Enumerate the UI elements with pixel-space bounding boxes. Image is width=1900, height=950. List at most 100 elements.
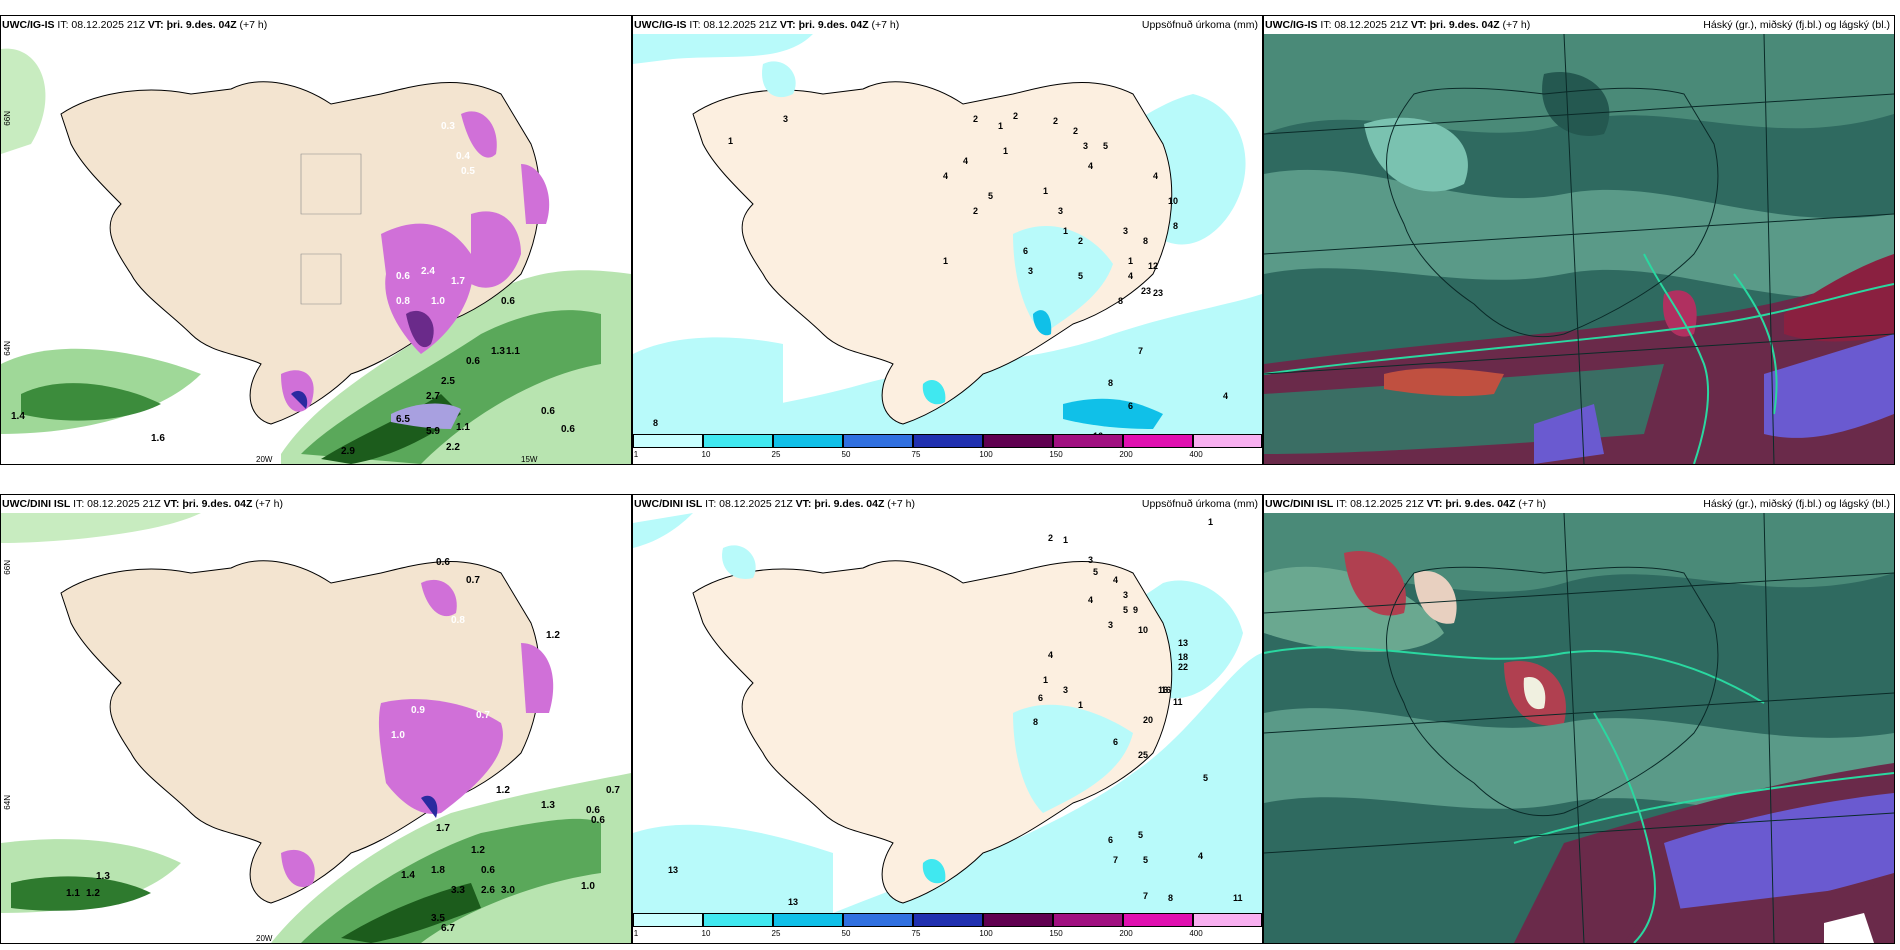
- colorbar-swatch: [773, 913, 843, 927]
- lat-label: 66N: [3, 560, 12, 575]
- precip-value: 5: [1093, 567, 1098, 577]
- lon-label: 15W: [521, 455, 538, 464]
- precip-value: 12: [1148, 261, 1158, 271]
- cloud-layers-map: [1264, 34, 1894, 464]
- precip-value: 8: [653, 418, 658, 428]
- precip-value: 3: [1063, 685, 1068, 695]
- precip-value: 4: [1128, 271, 1133, 281]
- precip-value: 3: [1058, 206, 1063, 216]
- precip-value: 8: [1118, 296, 1123, 306]
- precip-value: 8: [1033, 717, 1038, 727]
- precip-value: 2: [1078, 236, 1083, 246]
- precip-label: 1.3: [541, 800, 555, 811]
- precip-label: 1.2: [86, 888, 100, 899]
- precip-value: 3: [1123, 590, 1128, 600]
- precip-label: 0.7: [466, 575, 480, 586]
- precip-value: 5: [988, 191, 993, 201]
- colorbar-tick: 10: [701, 929, 711, 938]
- precip-value: 2: [1048, 533, 1053, 543]
- precip-label: 1.2: [546, 630, 560, 641]
- precip-wind-map: 0.6 0.7 0.8 1.2 0.9 0.7 1.0 1.2 1.3 0.6 …: [1, 513, 631, 943]
- model-name: UWC/IG-IS: [1265, 19, 1318, 31]
- panel-top-right: UWC/IG-IS IT: 08.12.2025 21Z VT: þri. 9.…: [1263, 15, 1895, 465]
- panel-header: UWC/DINI ISL IT: 08.12.2025 21Z VT: þri.…: [1264, 495, 1894, 513]
- colorbar: 1 10 25 50 75 100 150 200 400: [633, 913, 1262, 943]
- precip-value: 11: [1233, 893, 1243, 903]
- precip-value: 6: [1108, 835, 1113, 845]
- colorbar-tick: 100: [979, 929, 993, 938]
- valid-time: þri. 9.des. 04Z: [798, 19, 869, 31]
- precip-value: 1: [1043, 675, 1048, 685]
- accumulated-precip-map: 1 2 1 3 5 4 3 4 5 3 9 10 13 18 22 16 4 1…: [633, 513, 1262, 913]
- colorbar-tick: 200: [1119, 929, 1133, 938]
- precip-label: 0.6: [541, 406, 555, 417]
- panel-subtitle: Háský (gr.), miðský (fj.bl.) og lágský (…: [1703, 498, 1890, 510]
- precip-value: 25: [1138, 750, 1148, 760]
- colorbar-swatch: [633, 913, 703, 927]
- colorbar-swatch: [1193, 913, 1262, 927]
- lead-time: (+7 h): [887, 498, 916, 510]
- colorbar-swatch: [983, 434, 1053, 448]
- precip-label: 1.3: [96, 871, 110, 882]
- precip-value: 4: [943, 171, 948, 181]
- precip-label: 0.4: [456, 151, 470, 162]
- colorbar-tick: 400: [1189, 929, 1203, 938]
- colorbar-tick: 100: [979, 450, 993, 459]
- panel-subtitle: Háský (gr.), miðský (fj.bl.) og lágský (…: [1703, 19, 1890, 31]
- colorbar-swatch: [703, 913, 773, 927]
- precip-label: 3.0: [501, 885, 515, 896]
- precip-label: 0.5: [461, 166, 475, 177]
- colorbar-swatch: [983, 913, 1053, 927]
- precip-value: 8: [1108, 378, 1113, 388]
- precip-value: 4: [1088, 595, 1093, 605]
- precip-value: 2: [1073, 126, 1078, 136]
- precip-value: 4: [1223, 391, 1228, 401]
- accumulated-precip-map: 2 1 1 2 2 2 3 5 4 4 4 5 2 1 3 4 10 8 1 2…: [633, 34, 1262, 434]
- init-time: IT: 08.12.2025 21Z: [705, 498, 793, 510]
- precip-label: 1.0: [581, 881, 595, 892]
- precip-value: 3: [1108, 620, 1113, 630]
- precip-label: 2.7: [426, 391, 440, 402]
- precip-value: 7: [1138, 346, 1143, 356]
- precip-value: 2: [1013, 111, 1018, 121]
- precip-label: 0.7: [606, 785, 620, 796]
- panel-subtitle: Uppsöfnuð úrkoma (mm): [1141, 19, 1258, 31]
- precip-label: 3.5: [431, 913, 445, 924]
- colorbar-tick: 150: [1049, 929, 1063, 938]
- lead-time: (+7 h): [871, 19, 900, 31]
- precip-label: 1.6: [151, 433, 165, 444]
- colorbar-swatch: [1053, 434, 1123, 448]
- precip-value: 4: [1198, 851, 1203, 861]
- valid-label: VT:: [1410, 19, 1427, 31]
- precip-label: 0.6: [561, 424, 575, 435]
- precip-value: 3: [1028, 266, 1033, 276]
- precip-label: 0.6: [501, 296, 515, 307]
- colorbar-tick: 75: [911, 929, 921, 938]
- precip-label: 1.2: [496, 785, 510, 796]
- precip-value: 1: [1003, 146, 1008, 156]
- model-name: UWC/DINI ISL: [634, 498, 703, 510]
- precip-label: 5.9: [426, 426, 440, 437]
- precip-value: 3: [783, 114, 788, 124]
- colorbar-swatch: [703, 434, 773, 448]
- precip-value: 6: [1113, 737, 1118, 747]
- colorbar-tick: 50: [841, 929, 851, 938]
- panel-header: UWC/IG-IS IT: 08.12.2025 21Z VT: þri. 9.…: [633, 16, 1262, 34]
- precip-value: 3: [1123, 226, 1128, 236]
- precip-value: 2: [1053, 116, 1058, 126]
- colorbar-tick: 10: [701, 450, 711, 459]
- precip-value: 13: [1178, 638, 1188, 648]
- precip-value: 4: [1113, 575, 1118, 585]
- precip-value: 1: [1063, 226, 1068, 236]
- panel-bot-mid: UWC/DINI ISL IT: 08.12.2025 21Z VT: þri.…: [632, 494, 1263, 944]
- colorbar-swatch: [1123, 913, 1193, 927]
- panel-subtitle: Uppsöfnuð úrkoma (mm): [1141, 498, 1258, 510]
- precip-label: 0.6: [466, 356, 480, 367]
- precip-value: 13: [668, 865, 678, 875]
- panel-top-left: UWC/IG-IS IT: 08.12.2025 21Z VT: þri. 9.…: [0, 15, 632, 465]
- colorbar-swatch: [773, 434, 843, 448]
- colorbar-tick: 1: [633, 929, 639, 938]
- lead-time: (+7 h): [1518, 498, 1547, 510]
- precip-value: 5: [1103, 141, 1108, 151]
- precip-value: 1: [1043, 186, 1048, 196]
